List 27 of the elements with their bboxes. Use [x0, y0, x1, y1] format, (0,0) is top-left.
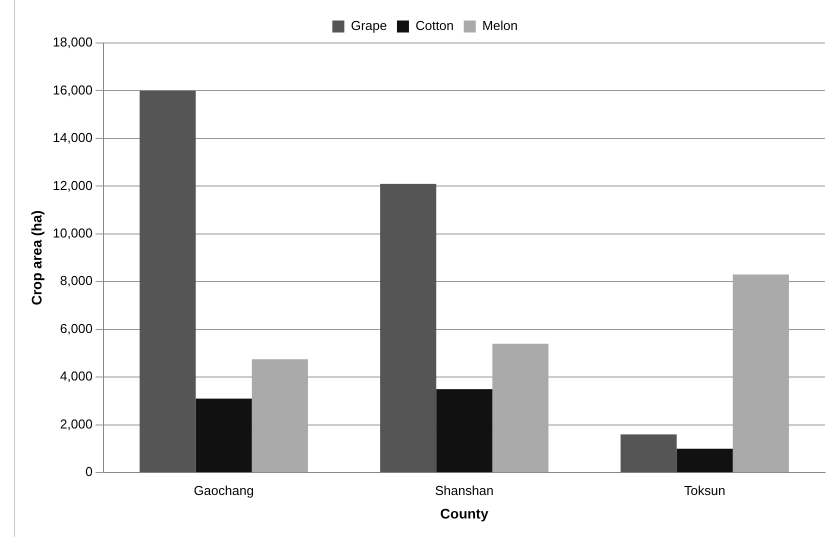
legend-label: Grape [350, 18, 387, 34]
legend-label: Melon [482, 18, 518, 34]
bar [732, 274, 789, 472]
y-tick-label: 0 [85, 464, 93, 480]
bar [380, 184, 436, 472]
y-tick-label: 10,000 [52, 226, 93, 241]
y-tick-label: 12,000 [52, 178, 93, 193]
bar [676, 448, 733, 472]
y-tick-label: 8,000 [60, 273, 93, 288]
bar [620, 434, 677, 472]
y-tick-label: 18,000 [52, 34, 93, 50]
legend-label: Cotton [415, 18, 454, 34]
x-axis-title: County [440, 505, 489, 522]
y-tick-label: 2,000 [60, 416, 93, 432]
x-tick-label: Shanshan [435, 482, 494, 498]
y-tick-label: 16,000 [52, 82, 93, 98]
bar [252, 359, 308, 472]
x-tick-label: Gaochang [194, 482, 254, 498]
y-tick-label: 6,000 [60, 320, 93, 336]
bar [196, 398, 252, 472]
y-axis-title: Crop area (ha) [28, 210, 44, 306]
bar [436, 389, 492, 472]
y-tick-label: 4,000 [60, 368, 93, 384]
y-tick-label: 14,000 [52, 130, 93, 146]
x-tick-label: Toksun [684, 482, 726, 498]
bar [492, 344, 548, 472]
bar [140, 90, 196, 472]
